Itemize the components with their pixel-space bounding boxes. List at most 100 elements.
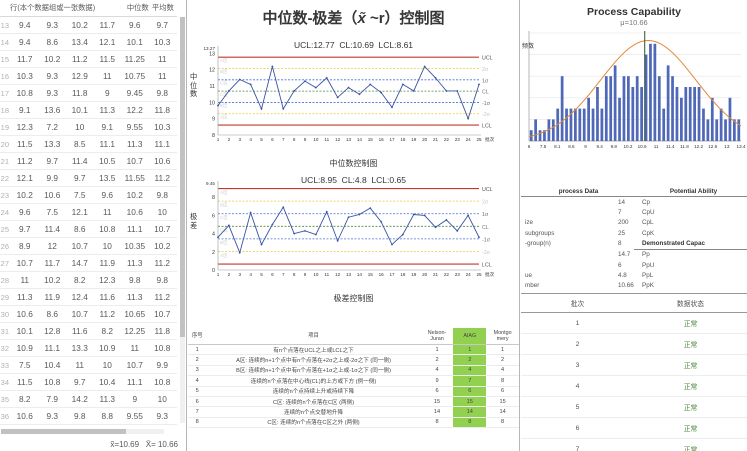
svg-text:17: 17 [389,272,395,277]
svg-text:9.4: 9.4 [596,144,603,149]
svg-text:22: 22 [444,137,450,142]
svg-text:10: 10 [209,100,215,106]
svg-text:LCL: LCL [482,124,492,130]
svg-text:9.45: 9.45 [206,181,215,186]
svg-text:15: 15 [368,137,374,142]
svg-text:-2σ: -2σ [482,250,491,256]
svg-text:6: 6 [271,272,274,277]
svg-text:2σ: 2σ [482,67,489,73]
svg-text:4: 4 [212,232,215,238]
svg-text:13: 13 [346,137,352,142]
svg-text:0: 0 [212,268,215,274]
svg-text:C区: C区 [220,80,228,85]
svg-text:10: 10 [313,137,319,142]
svg-text:6: 6 [271,137,274,142]
svg-text:5: 5 [260,272,263,277]
svg-text:10: 10 [313,272,319,277]
svg-text:12: 12 [335,272,341,277]
svg-text:CL: CL [482,90,489,96]
svg-text:A区: A区 [220,58,228,63]
svg-text:25: 25 [476,272,482,277]
svg-text:12: 12 [209,68,215,74]
svg-text:14: 14 [357,137,363,142]
svg-text:8: 8 [293,137,296,142]
svg-text:24: 24 [466,272,472,277]
svg-text:9.8: 9.8 [611,144,618,149]
svg-text:21: 21 [433,137,439,142]
svg-text:10.6: 10.6 [638,144,647,149]
svg-text:1: 1 [217,137,220,142]
svg-text:13.27: 13.27 [204,46,216,51]
svg-text:3: 3 [238,272,241,277]
svg-text:11.8: 11.8 [680,144,689,149]
svg-text:23: 23 [455,137,461,142]
svg-text:12.6: 12.6 [708,144,717,149]
svg-text:-2σ: -2σ [482,112,491,118]
svg-text:5: 5 [260,137,263,142]
svg-text:LCL: LCL [482,263,492,269]
svg-text:13: 13 [346,272,352,277]
svg-text:C区: C区 [220,215,228,220]
svg-text:25: 25 [476,137,482,142]
svg-text:11: 11 [324,272,329,277]
svg-text:13: 13 [724,144,730,149]
svg-text:21: 21 [433,272,439,277]
svg-text:18: 18 [400,137,406,142]
svg-text:C区: C区 [220,92,228,97]
svg-text:1σ: 1σ [482,212,489,218]
svg-text:11: 11 [654,144,659,149]
svg-text:9: 9 [584,144,587,149]
svg-text:23: 23 [455,272,461,277]
svg-text:2: 2 [212,250,215,256]
svg-text:15: 15 [368,272,374,277]
svg-text:8.1: 8.1 [554,144,561,149]
svg-text:13: 13 [209,51,215,57]
svg-text:16: 16 [379,272,385,277]
svg-text:11: 11 [210,84,216,90]
svg-text:UCL: UCL [482,56,493,62]
svg-text:B区: B区 [220,202,228,207]
svg-text:-1σ: -1σ [482,237,491,243]
svg-text:6: 6 [212,213,215,219]
svg-text:2: 2 [228,272,231,277]
svg-text:14: 14 [357,272,363,277]
svg-text:1σ: 1σ [482,78,489,84]
svg-text:18: 18 [400,272,406,277]
svg-text:8: 8 [212,195,215,201]
svg-text:UCL: UCL [482,187,493,193]
svg-text:-1σ: -1σ [482,101,491,107]
svg-text:批次: 批次 [485,271,495,278]
svg-text:11.4: 11.4 [666,144,675,149]
svg-text:2: 2 [228,137,231,142]
svg-text:3: 3 [238,137,241,142]
svg-text:B区: B区 [220,69,228,74]
svg-text:B区: B区 [220,103,228,108]
svg-text:8.6: 8.6 [568,144,575,149]
svg-text:A区: A区 [220,114,228,119]
svg-text:11: 11 [324,137,329,142]
svg-text:7: 7 [282,272,285,277]
svg-text:CL: CL [482,225,489,231]
svg-text:4: 4 [249,137,252,142]
svg-text:16: 16 [379,137,385,142]
svg-text:9: 9 [304,272,307,277]
svg-text:17: 17 [389,137,395,142]
svg-text:B区: B区 [220,240,228,245]
svg-text:A区: A区 [220,253,228,258]
svg-text:19: 19 [411,272,417,277]
svg-text:7: 7 [282,137,285,142]
svg-text:22: 22 [444,272,450,277]
svg-text:12: 12 [335,137,341,142]
svg-text:8: 8 [212,133,215,139]
svg-text:10.2: 10.2 [623,144,632,149]
svg-text:1: 1 [217,272,220,277]
svg-text:20: 20 [422,137,428,142]
svg-text:2σ: 2σ [482,200,489,206]
svg-text:12.2: 12.2 [694,144,703,149]
svg-text:6: 6 [528,144,531,149]
svg-text:批次: 批次 [485,136,495,143]
svg-text:19: 19 [411,137,417,142]
svg-text:13.4: 13.4 [737,144,746,149]
svg-text:9: 9 [304,137,307,142]
svg-text:9: 9 [212,117,215,123]
